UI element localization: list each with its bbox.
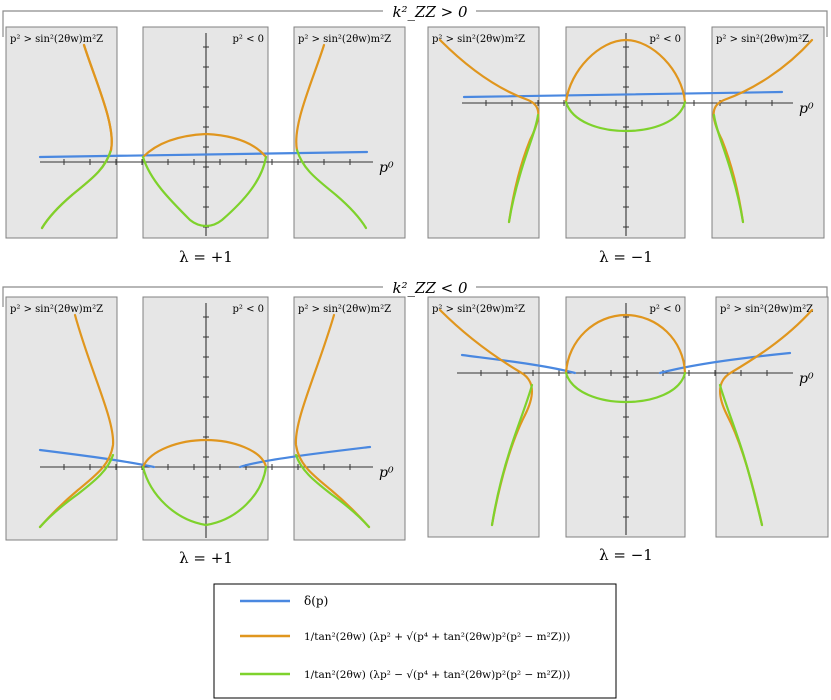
- tr-left-branch-green: [507, 113, 540, 224]
- bl-left-region-label: p² > sin²(2θw)m²Z: [10, 304, 103, 315]
- tl-caption: λ = +1: [179, 248, 233, 266]
- tr-right-region-label: p² > sin²(2θw)m²Z: [716, 34, 809, 45]
- tr-middle-orange: [564, 38, 687, 104]
- bl-axis-label: p⁰: [379, 465, 394, 481]
- bl-right-region: [293, 296, 406, 541]
- tl-right-region: [293, 26, 406, 239]
- legend-label-2: 1/tan²(2θw) (λp² − √(p⁴ + tan²(2θw)p²(p²…: [304, 669, 570, 681]
- bl-left-branch-orange: [38, 313, 115, 529]
- bl-left-branch-green: [38, 453, 115, 529]
- tl-axis-label: p⁰: [379, 160, 394, 176]
- tl-left-region-label: p² > sin²(2θw)m²Z: [10, 34, 103, 45]
- tr-left-region-label: p² > sin²(2θw)m²Z: [432, 34, 525, 45]
- tr-left-branch-orange: [438, 38, 540, 224]
- tr-axis-label: p⁰: [799, 101, 814, 117]
- bl-right-branch-green: [294, 453, 371, 529]
- top-section-bracket: [2, 10, 828, 37]
- br-right-region: [715, 296, 829, 538]
- bl-middle-green: [141, 465, 268, 527]
- bottom-section-header: k²_ZZ < 0: [392, 279, 468, 297]
- tl-left-region: [5, 26, 118, 239]
- br-middle-region-label: p² < 0: [649, 304, 681, 315]
- tr-right-branch-orange: [712, 38, 814, 224]
- legend-label-1: 1/tan²(2θw) (λp² + √(p⁴ + tan²(2θw)p²(p²…: [304, 631, 570, 643]
- br-middle-green: [564, 371, 687, 404]
- bl-right-region-label: p² > sin²(2θw)m²Z: [298, 304, 391, 315]
- br-axis-label: p⁰: [799, 371, 814, 387]
- tr-right-region: [711, 26, 825, 239]
- br-middle-orange: [564, 313, 687, 375]
- legend-label-0: δ(p): [304, 594, 328, 608]
- top-section-header: k²_ZZ > 0: [392, 3, 468, 21]
- br-delta-left: [460, 353, 577, 375]
- tl-right-region-label: p² > sin²(2θw)m²Z: [298, 34, 391, 45]
- tl-right-branch-orange: [295, 43, 326, 152]
- bl-middle-region-label: p² < 0: [232, 304, 264, 315]
- br-left-region-label: p² > sin²(2θw)m²Z: [432, 304, 525, 315]
- bl-left-region: [5, 296, 118, 541]
- tl-middle-orange: [141, 132, 268, 159]
- legend-box: [213, 583, 617, 699]
- tl-left-branch-orange: [82, 43, 113, 152]
- tr-right-branch-green: [712, 113, 745, 224]
- bl-middle-orange: [141, 438, 268, 469]
- br-right-branch-green: [718, 383, 764, 527]
- tr-caption: λ = −1: [599, 248, 653, 266]
- bl-right-branch-orange: [294, 313, 371, 529]
- tr-left-region: [427, 26, 540, 239]
- br-left-branch-green: [490, 383, 534, 527]
- bl-delta-right: [238, 445, 372, 469]
- tr-middle-region-label: p² < 0: [649, 34, 681, 45]
- bl-caption: λ = +1: [179, 549, 233, 567]
- tl-right-branch-green: [295, 148, 368, 230]
- tl-middle-region-label: p² < 0: [232, 34, 264, 45]
- br-delta-right: [658, 351, 792, 375]
- tl-left-branch-lower: [40, 148, 113, 230]
- tl-delta-line: [38, 150, 369, 159]
- br-right-region-label: p² > sin²(2θw)m²Z: [720, 304, 813, 315]
- br-caption: λ = −1: [599, 546, 653, 564]
- tr-middle-green: [564, 100, 687, 133]
- tl-middle-green: [141, 155, 268, 228]
